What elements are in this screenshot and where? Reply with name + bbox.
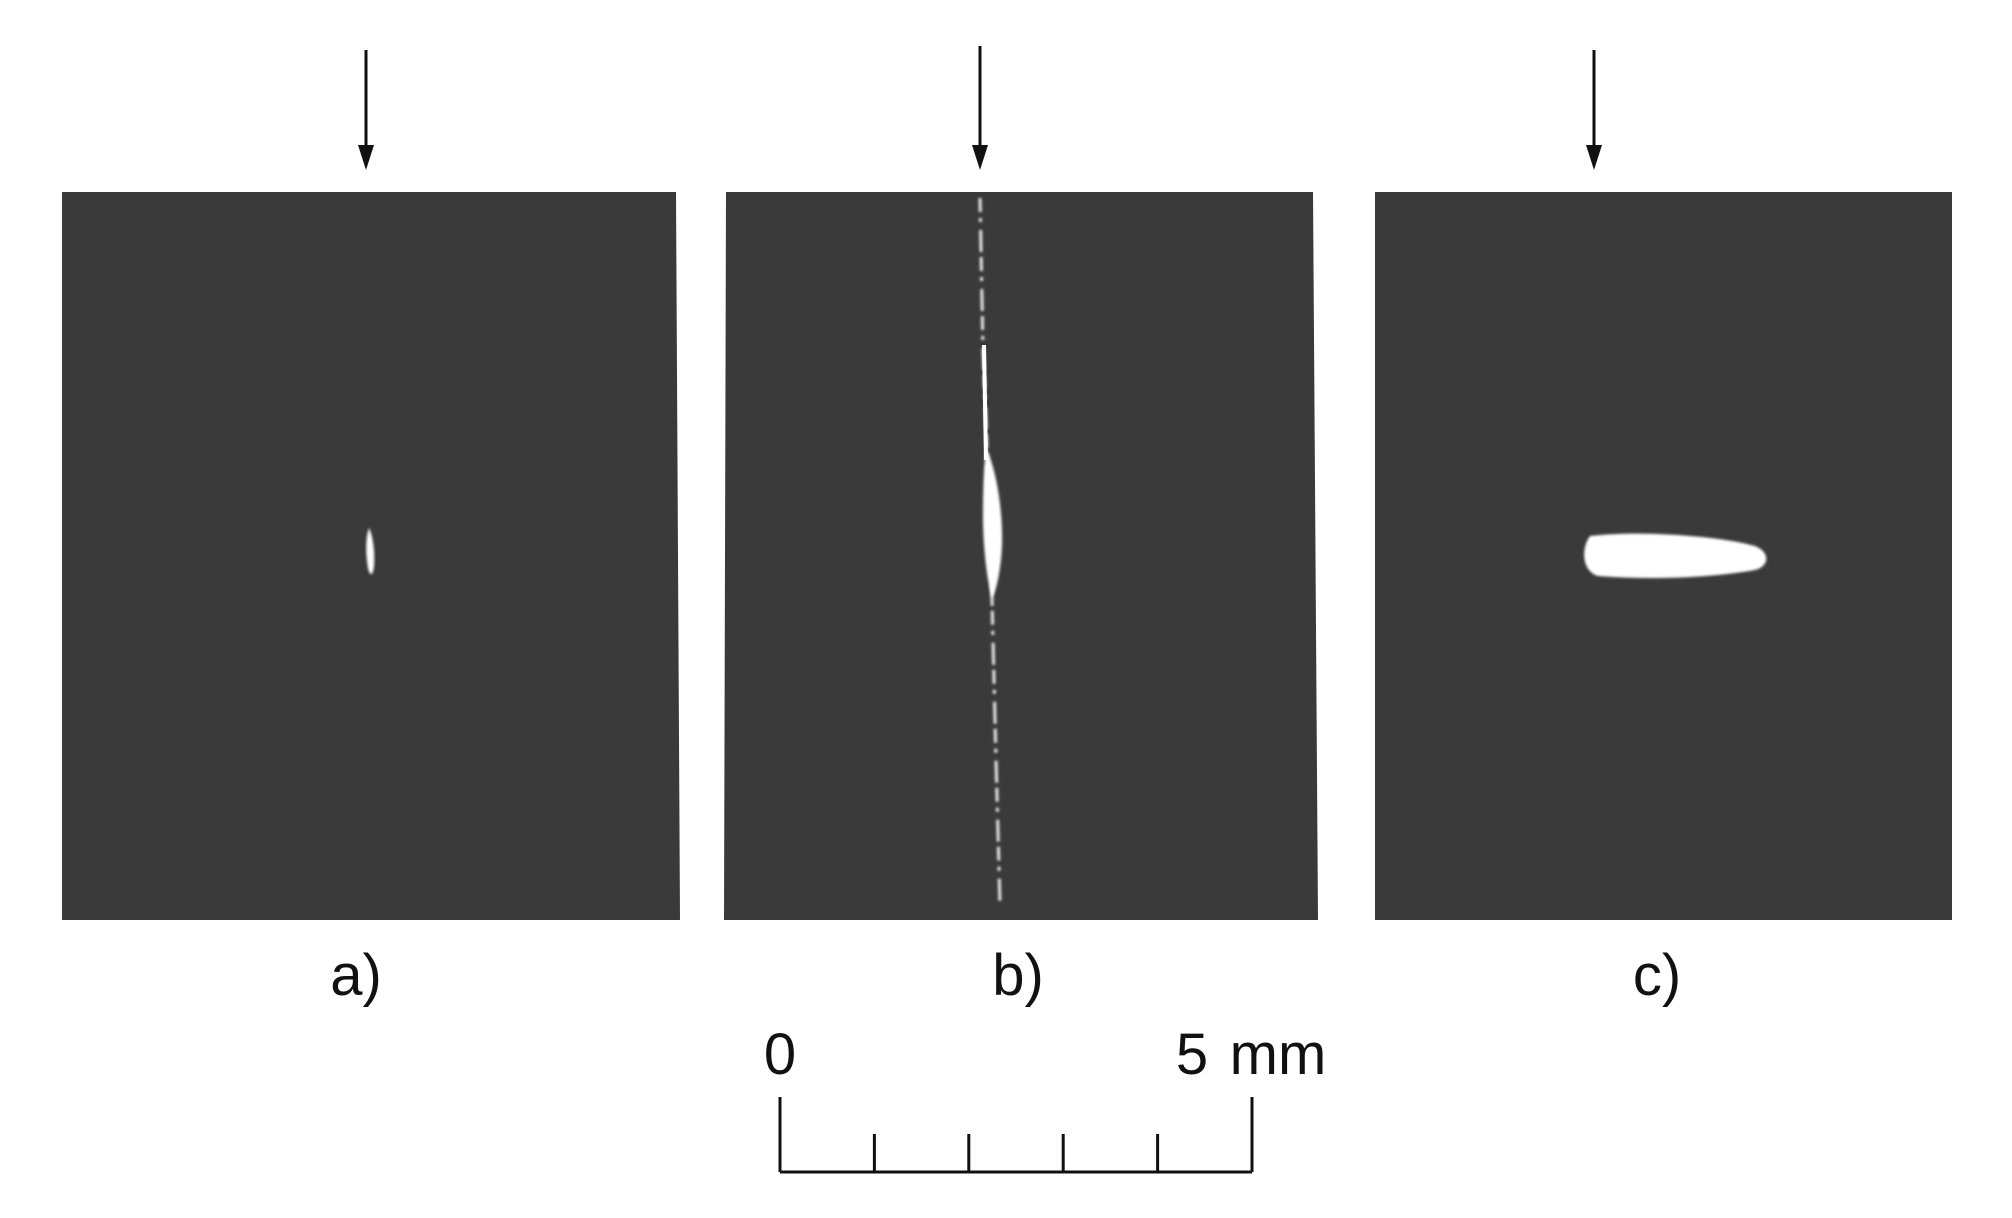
arrow-b: [972, 46, 988, 170]
scale-bar-start-label: 0: [764, 1022, 796, 1087]
panel-c: [1375, 192, 1952, 920]
panel-c-label: c): [1633, 943, 1681, 1008]
panel-a-label: a): [330, 943, 382, 1008]
scale-bar: 0 5 mm: [764, 1022, 1327, 1174]
panel-b-specimen: [724, 192, 1318, 920]
scale-bar-lines: [778, 1097, 1254, 1174]
arrow-a: [358, 50, 374, 170]
scale-bar-end-value: 5: [1176, 1022, 1208, 1087]
panel-b: [724, 192, 1318, 920]
arrow-c: [1586, 50, 1602, 170]
panel-b-crack-segment: [982, 344, 988, 461]
panel-b-label: b): [992, 943, 1044, 1008]
scale-bar-unit: mm: [1230, 1022, 1327, 1087]
panel-a: [62, 192, 680, 920]
panel-a-defect: [366, 528, 375, 575]
panel-c-defect: [1584, 533, 1767, 578]
panel-b-defect: [983, 448, 1003, 598]
